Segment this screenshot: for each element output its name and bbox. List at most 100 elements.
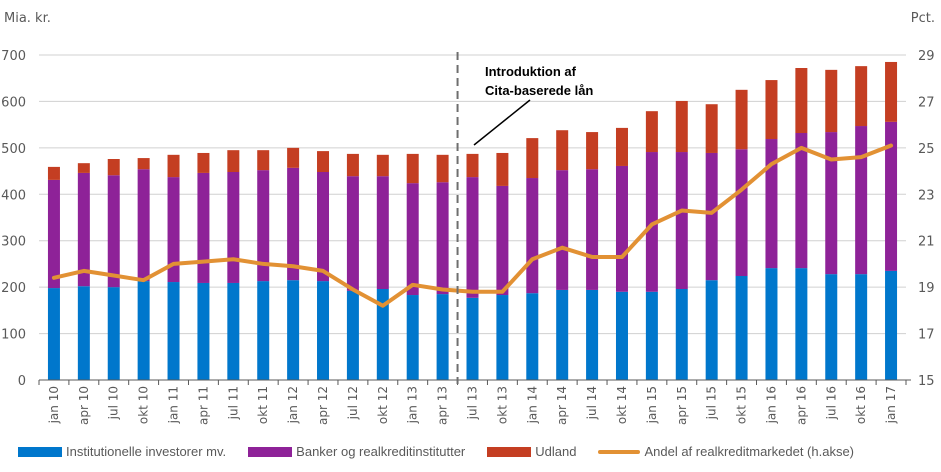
bar-institutionelle-investorer-mv <box>556 289 569 380</box>
bar-banker-og-realkreditinstitutter <box>317 172 330 282</box>
bar-udland <box>645 111 658 153</box>
bar-udland <box>855 66 868 127</box>
right-y-tick-label: 23 <box>918 188 935 203</box>
bar-institutionelle-investorer-mv <box>526 293 539 380</box>
bar-udland <box>167 154 180 178</box>
x-tick-label: apr 16 <box>794 386 808 425</box>
x-tick-label: jan 15 <box>645 386 659 424</box>
x-tick-label: jan 17 <box>884 386 898 424</box>
bar-banker-og-realkreditinstitutter <box>795 133 808 269</box>
bar-institutionelle-investorer-mv <box>77 286 90 380</box>
bar-udland <box>615 127 628 166</box>
bar-banker-og-realkreditinstitutter <box>556 170 569 290</box>
x-tick-label: okt 11 <box>256 386 270 424</box>
x-tick-label: jul 15 <box>705 386 719 420</box>
bar-banker-og-realkreditinstitutter <box>466 177 479 298</box>
x-tick-label: jan 11 <box>167 386 181 424</box>
legend-label: Andel af realkreditmarkedet (h.akse) <box>644 444 855 459</box>
bar-banker-og-realkreditinstitutter <box>376 176 389 289</box>
bar-institutionelle-investorer-mv <box>466 297 479 380</box>
bar-udland <box>795 68 808 133</box>
legend-item-banks: Banker og realkreditinstitutter <box>248 444 465 459</box>
bar-banker-og-realkreditinstitutter <box>496 185 509 296</box>
bar-banker-og-realkreditinstitutter <box>675 152 688 289</box>
bar-udland <box>77 163 90 173</box>
legend-item-foreign: Udland <box>487 444 576 459</box>
left-y-tick-label: 700 <box>1 49 26 64</box>
bar-udland <box>466 153 479 178</box>
bar-banker-og-realkreditinstitutter <box>406 183 419 296</box>
bar-udland <box>765 80 778 140</box>
bar-institutionelle-investorer-mv <box>406 295 419 380</box>
bar-udland <box>526 138 539 179</box>
x-tick-label: okt 16 <box>854 386 868 424</box>
bar-banker-og-realkreditinstitutter <box>735 149 748 276</box>
bar-banker-og-realkreditinstitutter <box>855 126 868 275</box>
x-tick-label: okt 13 <box>495 386 509 424</box>
legend-swatch <box>487 446 532 457</box>
bar-institutionelle-investorer-mv <box>47 288 60 380</box>
bar-udland <box>376 154 389 177</box>
bar-institutionelle-investorer-mv <box>496 295 509 380</box>
bar-banker-og-realkreditinstitutter <box>346 176 359 291</box>
bar-banker-og-realkreditinstitutter <box>227 172 240 283</box>
right-y-tick-label: 27 <box>918 95 935 110</box>
legend: Institutionelle investorer mv. Banker og… <box>18 444 876 459</box>
x-tick-label: jan 14 <box>525 386 539 424</box>
bar-banker-og-realkreditinstitutter <box>77 172 90 287</box>
bar-udland <box>586 132 599 170</box>
left-y-tick-label: 200 <box>1 281 26 296</box>
x-tick-label: apr 12 <box>316 386 330 425</box>
bar-udland <box>406 153 419 184</box>
legend-label: Banker og realkreditinstitutter <box>296 444 466 459</box>
bar-institutionelle-investorer-mv <box>795 268 808 380</box>
right-y-tick-label: 17 <box>918 328 935 343</box>
legend-item-institutional: Institutionelle investorer mv. <box>18 444 226 459</box>
legend-swatch-line <box>598 449 641 454</box>
x-tick-label: apr 15 <box>675 386 689 425</box>
bar-udland <box>107 159 120 176</box>
bar-banker-og-realkreditinstitutter <box>825 132 838 275</box>
left-y-tick-label: 600 <box>1 95 26 110</box>
bars-layer <box>47 61 898 380</box>
left-axis-unit: Mia. kr. <box>4 11 51 26</box>
bar-institutionelle-investorer-mv <box>107 287 120 380</box>
bar-institutionelle-investorer-mv <box>855 274 868 380</box>
bar-banker-og-realkreditinstitutter <box>526 178 539 294</box>
x-tick-label: okt 15 <box>735 386 749 424</box>
bar-institutionelle-investorer-mv <box>825 274 838 380</box>
bar-banker-og-realkreditinstitutter <box>47 179 60 289</box>
right-y-tick-label: 21 <box>918 235 935 250</box>
bar-institutionelle-investorer-mv <box>615 291 628 380</box>
right-axis-unit: Pct. <box>911 11 935 26</box>
bar-udland <box>137 158 150 170</box>
bar-banker-og-realkreditinstitutter <box>615 165 628 292</box>
x-tick-label: jul 11 <box>226 386 240 420</box>
right-y-tick-label: 29 <box>918 49 935 64</box>
left-y-tick-label: 300 <box>1 235 26 250</box>
bar-banker-og-realkreditinstitutter <box>107 175 120 288</box>
bar-banker-og-realkreditinstitutter <box>705 152 718 281</box>
right-y-axis: 15 17 19 21 23 25 27 29 <box>918 49 935 389</box>
bar-institutionelle-investorer-mv <box>675 289 688 380</box>
annotation: Introduktion af Cita-baserede lån <box>456 52 593 384</box>
bar-institutionelle-investorer-mv <box>197 282 210 380</box>
left-y-axis: 0 100 200 300 400 500 600 700 <box>1 49 26 389</box>
bar-udland <box>825 69 838 133</box>
bar-institutionelle-investorer-mv <box>287 280 300 380</box>
x-tick-label: apr 11 <box>196 386 210 425</box>
bar-institutionelle-investorer-mv <box>735 276 748 380</box>
legend-swatch <box>248 446 293 457</box>
bar-banker-og-realkreditinstitutter <box>257 170 270 282</box>
bar-udland <box>675 100 688 153</box>
bar-udland <box>735 89 748 150</box>
x-tick-label: jul 14 <box>585 386 599 420</box>
annotation-pointer-line <box>473 99 531 146</box>
bar-udland <box>436 154 449 183</box>
left-y-tick-label: 0 <box>18 374 26 389</box>
x-tick-label: jan 12 <box>286 386 300 424</box>
x-tick-label: apr 10 <box>77 386 91 425</box>
legend-label: Institutionelle investorer mv. <box>66 444 227 459</box>
bar-udland <box>257 150 270 171</box>
